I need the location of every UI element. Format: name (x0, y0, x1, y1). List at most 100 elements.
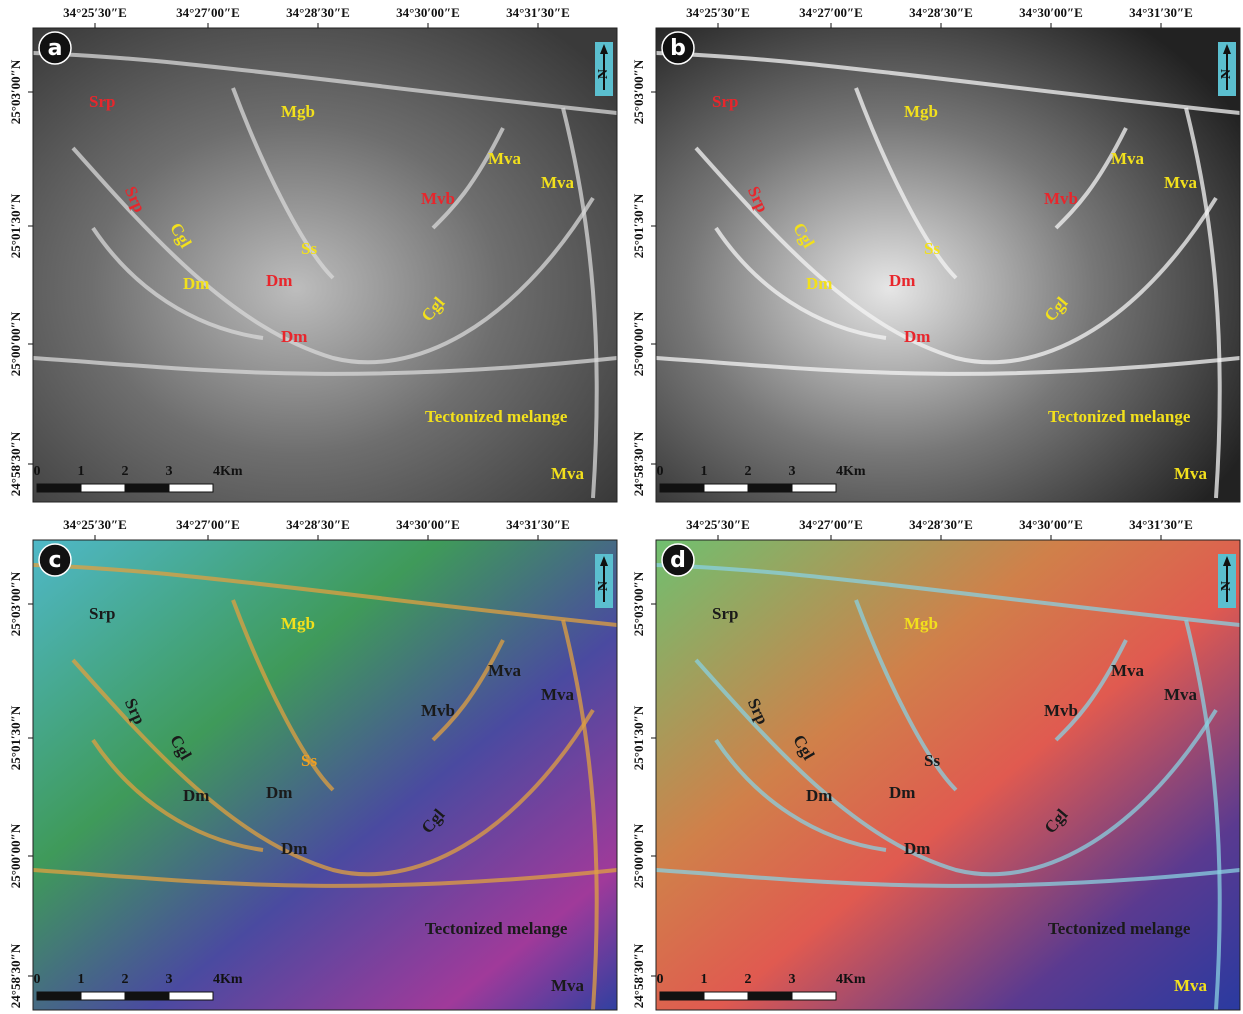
unit-label: Mva (551, 976, 585, 995)
unit-label: Srp (712, 92, 738, 111)
unit-label: Tectonized melange (1048, 407, 1191, 426)
unit-label: Dm (806, 274, 832, 293)
unit-label: Mvb (1044, 701, 1078, 720)
unit-label: Dm (281, 839, 307, 858)
scale-bar-segment (792, 484, 836, 492)
longitude-label: 34°25′30″E (686, 517, 750, 532)
latitude-label: 25°00′00″N (8, 823, 23, 888)
longitude-label: 34°31′30″E (506, 5, 570, 20)
scale-label: 4Km (836, 464, 866, 479)
scale-bar-segment (125, 484, 169, 492)
panel-letter: b (670, 36, 686, 61)
scale-label: 3 (789, 972, 796, 987)
longitude-label: 34°30′00″E (396, 5, 460, 20)
longitude-label: 34°27′00″E (176, 5, 240, 20)
scale-bar-segment (125, 992, 169, 1000)
scale-label: 2 (745, 972, 752, 987)
scale-bar-segment (37, 992, 81, 1000)
unit-label: Ss (301, 751, 317, 770)
longitude-label: 34°28′30″E (909, 517, 973, 532)
latitude-label: 25°01′30″N (631, 705, 646, 770)
figure: a N 34°25′30″E 34°27′00″E 34°28′30″E 34°30′00… (0, 0, 1243, 1014)
latitude-label: 25°00′00″N (8, 311, 23, 376)
panel-letter: c (48, 548, 61, 573)
longitude-label: 34°28′30″E (286, 5, 350, 20)
scale-bar-segment (169, 484, 213, 492)
longitude-label: 34°31′30″E (506, 517, 570, 532)
unit-label: Mva (1111, 149, 1145, 168)
scale-bar-segment (748, 484, 792, 492)
latitude-label: 25°01′30″N (8, 193, 23, 258)
unit-label: Dm (904, 839, 930, 858)
unit-label: Mva (488, 149, 522, 168)
longitude-label: 34°27′00″E (799, 5, 863, 20)
scale-bar-segment (748, 992, 792, 1000)
scale-label: 1 (78, 972, 85, 987)
longitude-label: 34°30′00″E (396, 517, 460, 532)
unit-label: Ss (301, 239, 317, 258)
unit-label: Srp (712, 604, 738, 623)
unit-label: Mva (541, 685, 575, 704)
scale-bar-segment (169, 992, 213, 1000)
scale-label: 4Km (213, 972, 243, 987)
scale-label: 1 (701, 464, 708, 479)
unit-label: Dm (889, 783, 915, 802)
map-panel: b N 34°25′30″E 34°27′00″E 34°28′30″E 34°30′00… (631, 5, 1240, 502)
scale-bar-segment (704, 992, 748, 1000)
longitude-label: 34°25′30″E (686, 5, 750, 20)
panel-letter: a (48, 36, 63, 61)
unit-label: Mgb (904, 614, 938, 633)
longitude-label: 34°28′30″E (909, 5, 973, 20)
north-label: N (1219, 581, 1234, 591)
scale-label: 2 (122, 464, 129, 479)
latitude-label: 25°01′30″N (8, 705, 23, 770)
latitude-label: 25°01′30″N (631, 193, 646, 258)
scale-label: 1 (701, 972, 708, 987)
scale-label: 2 (122, 972, 129, 987)
scale-bar-segment (660, 484, 704, 492)
unit-label: Dm (281, 327, 307, 346)
longitude-label: 34°30′00″E (1019, 517, 1083, 532)
scale-label: 4Km (836, 972, 866, 987)
unit-label: Mvb (421, 189, 455, 208)
unit-label: Srp (89, 604, 115, 623)
scale-label: 0 (657, 464, 664, 479)
latitude-label: 25°03′00″N (631, 59, 646, 124)
map-panel: cN34°25′30″E34°27′00″E34°28′30″E34°30′00… (8, 517, 617, 1010)
unit-label: Mgb (281, 102, 315, 121)
longitude-label: 34°27′00″E (176, 517, 240, 532)
scale-label: 0 (657, 972, 664, 987)
unit-label: Srp (89, 92, 115, 111)
unit-label: Dm (806, 786, 832, 805)
longitude-label: 34°30′00″E (1019, 5, 1083, 20)
north-label: N (1219, 69, 1234, 79)
scale-label: 3 (166, 464, 173, 479)
unit-label: Dm (266, 271, 292, 290)
unit-label: Tectonized melange (425, 407, 568, 426)
longitude-label: 34°25′30″E (63, 5, 127, 20)
latitude-label: 24°58′30″N (631, 943, 646, 1008)
unit-label: Tectonized melange (425, 919, 568, 938)
panel-letter: d (670, 548, 686, 573)
unit-label: Mgb (904, 102, 938, 121)
scale-bar-segment (792, 992, 836, 1000)
latitude-label: 25°00′00″N (631, 823, 646, 888)
unit-label: Mva (1111, 661, 1145, 680)
unit-label: Dm (183, 786, 209, 805)
scale-label: 0 (34, 464, 41, 479)
latitude-label: 24°58′30″N (8, 431, 23, 496)
latitude-label: 25°03′00″N (631, 571, 646, 636)
scale-bar-segment (37, 484, 81, 492)
unit-label: Mvb (421, 701, 455, 720)
unit-label: Mgb (281, 614, 315, 633)
scale-bar-segment (660, 992, 704, 1000)
latitude-label: 25°03′00″N (8, 571, 23, 636)
north-label: N (596, 581, 611, 591)
unit-label: Mva (1174, 464, 1208, 483)
scale-label: 4Km (213, 464, 243, 479)
scale-label: 3 (789, 464, 796, 479)
unit-label: Tectonized melange (1048, 919, 1191, 938)
scale-bar-segment (81, 484, 125, 492)
